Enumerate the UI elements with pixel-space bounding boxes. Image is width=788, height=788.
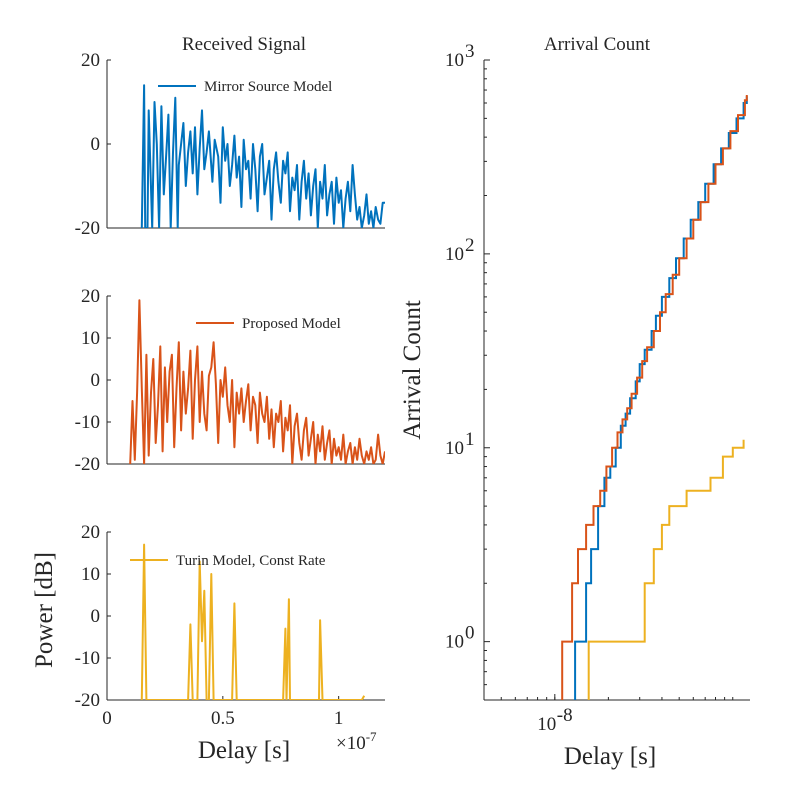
y-tick-label: -20	[75, 218, 100, 239]
y-tick-label: 10	[445, 50, 464, 71]
y-tick-power: 3	[465, 41, 475, 62]
series-line	[587, 439, 745, 700]
left-ylabel: Power [dB]	[31, 552, 58, 668]
legend-label: Mirror Source Model	[204, 79, 332, 95]
y-tick-label: 10	[445, 244, 464, 265]
y-tick-label: 0	[91, 134, 101, 155]
x-tick-label: 1	[334, 708, 344, 729]
turin-model-axes: -20 -10 0 10 20 0 0.5 1 Turin Model, Const Rate	[75, 522, 385, 729]
series-line	[129, 299, 385, 464]
y-tick-label: -20	[75, 454, 100, 475]
right-xlabel: Delay [s]	[564, 743, 656, 770]
x-tick-label: 0.5	[211, 708, 235, 729]
x-exponent-label: ×10-7	[336, 729, 377, 754]
y-tick-label: 20	[81, 522, 100, 543]
y-tick-label: 10	[81, 564, 100, 585]
arrival-count-title: Arrival Count	[544, 34, 651, 55]
y-tick-power: 2	[465, 235, 475, 256]
y-tick-label: 10	[81, 328, 100, 349]
legend-label: Turin Model, Const Rate	[176, 553, 326, 569]
y-tick-label: 10	[445, 438, 464, 459]
arrival-count-axes: 10 010 110 210 310 -8	[445, 41, 750, 735]
y-tick-power: 1	[465, 429, 475, 450]
x-tick-label: 0	[102, 708, 112, 729]
series-line	[140, 543, 366, 700]
y-tick-label: 20	[81, 50, 100, 71]
left-xlabel: Delay [s]	[198, 737, 290, 764]
series-line	[140, 84, 385, 228]
y-tick-label: 0	[91, 370, 101, 391]
x-tick-label: 10	[537, 714, 556, 735]
received-signal-title: Received Signal	[182, 34, 306, 55]
series-line	[574, 96, 748, 700]
y-tick-label: -10	[75, 648, 100, 669]
y-tick-label: 10	[445, 632, 464, 653]
y-tick-label: -10	[75, 412, 100, 433]
y-tick-label: -20	[75, 690, 100, 711]
y-tick-label: 20	[81, 286, 100, 307]
right-ylabel: Arrival Count	[399, 300, 426, 440]
legend-label: Proposed Model	[242, 316, 341, 332]
y-tick-power: 0	[465, 623, 475, 644]
y-tick-label: 0	[91, 606, 101, 627]
mirror-source-axes: -20 0 20 Mirror Source Model	[75, 50, 385, 239]
series-line	[561, 95, 748, 700]
proposed-model-axes: -20 -10 0 10 20 Proposed Model	[75, 286, 385, 475]
x-tick-power: -8	[557, 705, 573, 726]
